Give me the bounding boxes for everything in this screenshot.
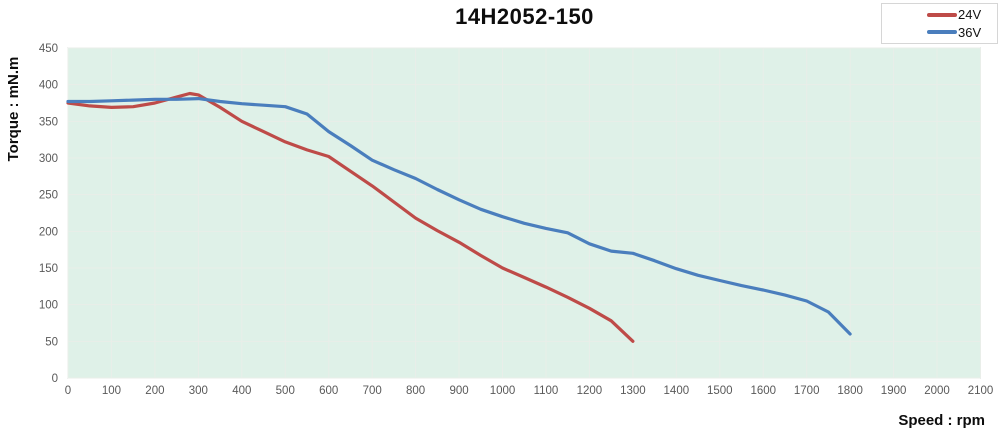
svg-text:1600: 1600 (750, 385, 776, 397)
svg-text:2100: 2100 (968, 385, 994, 397)
svg-text:350: 350 (39, 116, 58, 128)
svg-text:0: 0 (65, 385, 71, 397)
svg-text:1200: 1200 (577, 385, 603, 397)
svg-text:1800: 1800 (837, 385, 863, 397)
legend-label-36v: 36V (958, 24, 982, 40)
36v-line-swatch (927, 30, 957, 35)
svg-text:150: 150 (39, 263, 58, 275)
legend-item-36v: 36V (882, 26, 997, 39)
svg-text:400: 400 (39, 80, 58, 92)
svg-text:1400: 1400 (664, 385, 690, 397)
svg-text:0: 0 (52, 373, 58, 385)
svg-text:400: 400 (232, 385, 251, 397)
svg-text:500: 500 (276, 385, 295, 397)
24v-line-swatch (927, 12, 957, 17)
svg-text:700: 700 (363, 385, 382, 397)
legend-label-24v: 24V (958, 7, 982, 23)
svg-text:900: 900 (449, 385, 468, 397)
svg-text:100: 100 (102, 385, 121, 397)
svg-text:300: 300 (189, 385, 208, 397)
svg-text:1700: 1700 (794, 385, 820, 397)
legend: 24V 36V (881, 3, 998, 44)
svg-text:200: 200 (39, 226, 58, 238)
svg-text:800: 800 (406, 385, 425, 397)
svg-text:300: 300 (39, 153, 58, 165)
svg-text:250: 250 (39, 190, 58, 202)
legend-item-24v: 24V (882, 8, 997, 21)
svg-text:50: 50 (45, 336, 58, 348)
svg-text:600: 600 (319, 385, 338, 397)
svg-text:1900: 1900 (881, 385, 907, 397)
svg-text:1000: 1000 (490, 385, 516, 397)
svg-text:1500: 1500 (707, 385, 733, 397)
x-axis-title: Speed : rpm (898, 412, 985, 429)
svg-text:2000: 2000 (924, 385, 950, 397)
y-axis-title: Torque : mN.m (5, 56, 22, 162)
svg-text:100: 100 (39, 300, 58, 312)
svg-text:1100: 1100 (534, 385, 559, 397)
svg-text:200: 200 (145, 385, 164, 397)
svg-text:1300: 1300 (620, 385, 646, 397)
svg-text:450: 450 (39, 43, 58, 55)
chart-title: 14H2052-150 (455, 4, 594, 29)
